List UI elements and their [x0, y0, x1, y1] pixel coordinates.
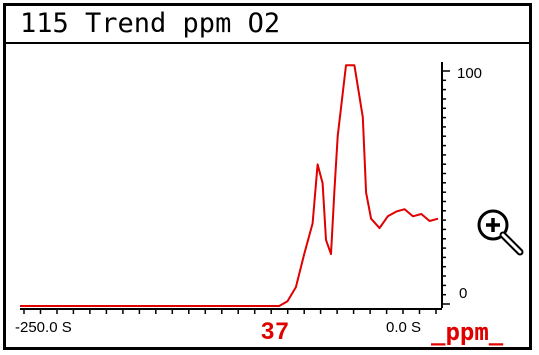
trend-line-series [20, 64, 439, 307]
unit-label: _ppm_ [431, 318, 504, 346]
x-tick-label-right: 0.0 S [386, 319, 421, 336]
x-axis-ticks [23, 309, 437, 314]
zoom-in-button[interactable] [472, 204, 530, 262]
trend-chart: 100 0 -250.0 S 0.0 S [15, 62, 482, 336]
trend-window: 115 Trend ppm O2 100 0 -250.0 S 0.0 S 37… [3, 3, 532, 350]
y-tick-label-top: 100 [457, 65, 482, 82]
x-tick-label-left: -250.0 S [15, 319, 72, 336]
current-value: 37 [261, 318, 290, 345]
zoom-in-icon [477, 209, 524, 256]
y-axis-ticks [442, 70, 450, 305]
title-bar: 115 Trend ppm O2 [6, 6, 529, 44]
page-title: 115 Trend ppm O2 [20, 8, 281, 39]
y-tick-label-bottom: 0 [459, 285, 467, 302]
